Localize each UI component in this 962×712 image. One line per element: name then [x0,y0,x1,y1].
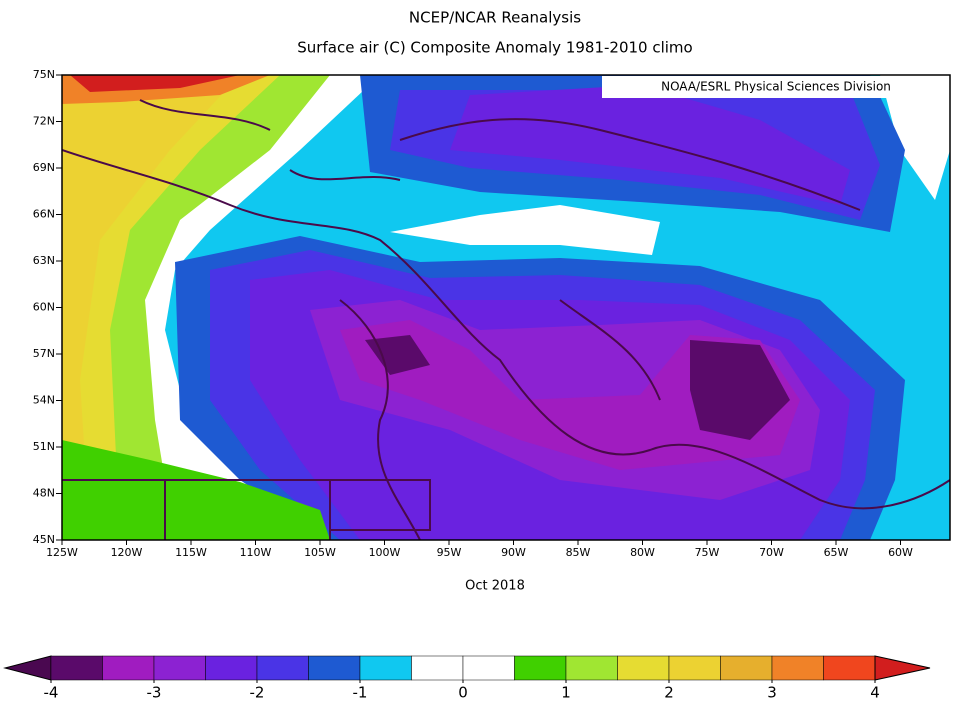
colorbar-box [308,655,361,681]
lat-label: 69N [33,161,55,174]
colorbar-label: 0 [458,684,468,702]
colorbar-box [256,655,309,681]
colorbar-box [102,655,155,681]
lat-label: 72N [33,115,55,128]
colorbar-box [771,655,824,681]
lat-label: 51N [33,440,55,453]
colorbar-label: -2 [250,684,265,702]
lat-label: 54N [33,394,55,407]
colorbar-label: -1 [353,684,368,702]
lat-label: 57N [33,347,55,360]
lat-label: 60N [33,301,55,314]
lon-label: 120W [111,546,143,559]
lat-label: 63N [33,254,55,267]
colorbar-box [359,655,412,681]
credit: NOAA/ESRL Physical Sciences Division [661,80,891,94]
lat-label: 66N [33,208,55,221]
colorbar-box [411,655,464,681]
lat-label: 48N [33,487,55,500]
lon-label: 115W [175,546,207,559]
lon-label: 70W [759,546,784,559]
colorbar-arrow [874,655,931,681]
colorbar-box [617,655,670,681]
colorbar-label: 3 [767,684,777,702]
lon-label: 110W [240,546,272,559]
colorbar-label: 4 [870,684,880,702]
lon-label: 60W [888,546,913,559]
colorbar-label: -3 [147,684,162,702]
colorbar-label: 2 [664,684,674,702]
colorbar-box [565,655,618,681]
colorbar-box [462,655,515,681]
colorbar-box [50,655,103,681]
colorbar-arrow [3,655,52,681]
map-field [62,75,950,540]
lon-label: 65W [824,546,849,559]
colorbar-box [514,655,567,681]
title: NCEP/NCAR Reanalysis [409,9,581,27]
lon-label: 85W [566,546,591,559]
colorbar-box [153,655,206,681]
lon-label: 95W [437,546,462,559]
colorbar-box [720,655,773,681]
colorbar-box [205,655,258,681]
colorbar-label: -4 [44,684,59,702]
lon-label: 125W [46,546,78,559]
lon-label: 75W [695,546,720,559]
lat-label: 75N [33,68,55,81]
date-label: Oct 2018 [465,579,525,594]
colorbar-label: 1 [561,684,571,702]
colorbar-box [823,655,876,681]
lon-label: 100W [369,546,401,559]
lon-label: 105W [304,546,336,559]
subtitle: Surface air (C) Composite Anomaly 1981-2… [297,39,692,57]
lon-label: 90W [501,546,526,559]
lon-label: 80W [630,546,655,559]
colorbar-box [668,655,721,681]
lat-label: 45N [33,533,55,546]
